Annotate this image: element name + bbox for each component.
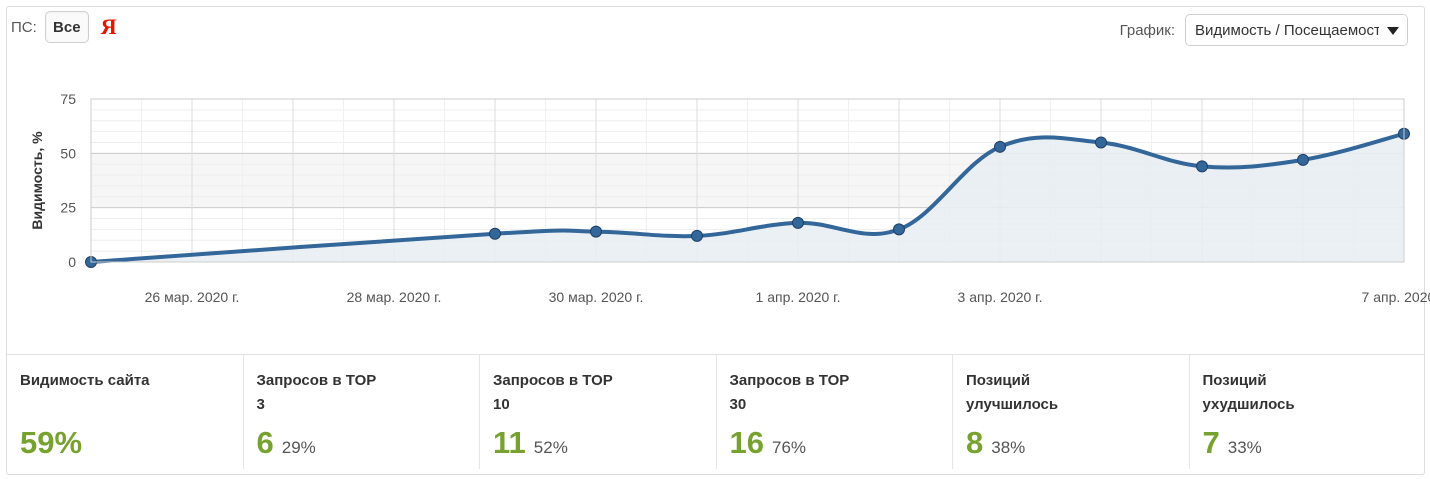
chevron-down-icon[interactable]: [1379, 15, 1407, 45]
stat-top10: Запросов в TOP 10 11 52%: [479, 355, 716, 475]
stat-visibility: Видимость сайта 59%: [6, 355, 243, 475]
data-point: [1196, 160, 1208, 173]
x-tick-label: 26 мар. 2020 г.: [145, 289, 240, 305]
y-tick-label: 75: [60, 91, 76, 107]
stat-label: Видимость сайта: [20, 372, 150, 389]
stat-pct: 52%: [533, 438, 568, 457]
x-tick-label: 1 апр. 2020 г.: [756, 289, 841, 305]
stat-label: Позиций ухудшилось: [1202, 372, 1295, 413]
graph-type-select[interactable]: Видимость / Посещаемость: [1185, 14, 1408, 46]
plot-border: [90, 98, 1405, 263]
stat-value: 16: [729, 425, 764, 460]
data-point: [893, 223, 905, 236]
stat-value: 6: [256, 425, 274, 460]
stat-top30: Запросов в TOP 30 16 76%: [715, 355, 953, 475]
stat-worsened: Позиций ухудшилось 7 33%: [1188, 355, 1426, 475]
x-tick-label: 3 апр. 2020 г.: [958, 289, 1043, 305]
data-point: [1297, 153, 1309, 166]
data-point: [1095, 136, 1107, 149]
stats-bar: Видимость сайта 59% Запросов в TOP 3 6 2…: [6, 354, 1425, 475]
data-point: [691, 229, 703, 242]
visibility-chart: 0 25 50 75 26 мар. 2020 г. 28 мар. 2020 г. 30 …: [29, 91, 1430, 305]
stat-value: 7: [1202, 425, 1220, 460]
y-axis-label: Видимость, %: [29, 131, 45, 230]
data-point: [590, 225, 602, 238]
graph-type-control: График: Видимость / Посещаемость: [1120, 14, 1408, 46]
data-point: [792, 216, 804, 229]
stat-label: Запросов в TOP 3: [256, 372, 377, 413]
stat-pct: 76%: [771, 438, 807, 457]
stat-pct: 29%: [281, 438, 316, 457]
ps-label: ПС:: [11, 18, 37, 36]
x-tick-label: 30 мар. 2020 г.: [549, 289, 644, 305]
series-area: [91, 133, 1404, 262]
stat-pct: 33%: [1227, 438, 1262, 457]
data-point: [994, 140, 1006, 153]
search-engine-filter: ПС: Все Я: [11, 10, 117, 44]
y-tick-label: 50: [60, 145, 76, 161]
stat-label: Запросов в TOP 30: [729, 372, 850, 413]
stat-value: 11: [493, 425, 526, 460]
stat-value: 59%: [20, 425, 83, 460]
graph-label: График:: [1119, 21, 1175, 39]
stat-pct: 38%: [991, 438, 1026, 457]
stat-label: Запросов в TOP 10: [493, 372, 613, 413]
y-tick-label: 25: [60, 200, 76, 216]
y-tick-label: 0: [68, 254, 76, 270]
stat-label: Позиций улучшилось: [966, 372, 1059, 413]
x-tick-label: 7 апр. 2020 г.: [1362, 289, 1430, 305]
graph-select-value: Видимость / Посещаемость: [1195, 21, 1389, 39]
stat-top3: Запросов в TOP 3 6 29%: [242, 355, 480, 475]
data-point: [489, 227, 501, 240]
x-tick-label: 28 мар. 2020 г.: [347, 289, 442, 305]
yandex-icon[interactable]: Я: [100, 14, 117, 39]
all-engines-button[interactable]: Все: [44, 11, 89, 43]
stat-improved: Позиций улучшилось 8 38%: [952, 355, 1189, 475]
stat-value: 8: [966, 425, 984, 460]
